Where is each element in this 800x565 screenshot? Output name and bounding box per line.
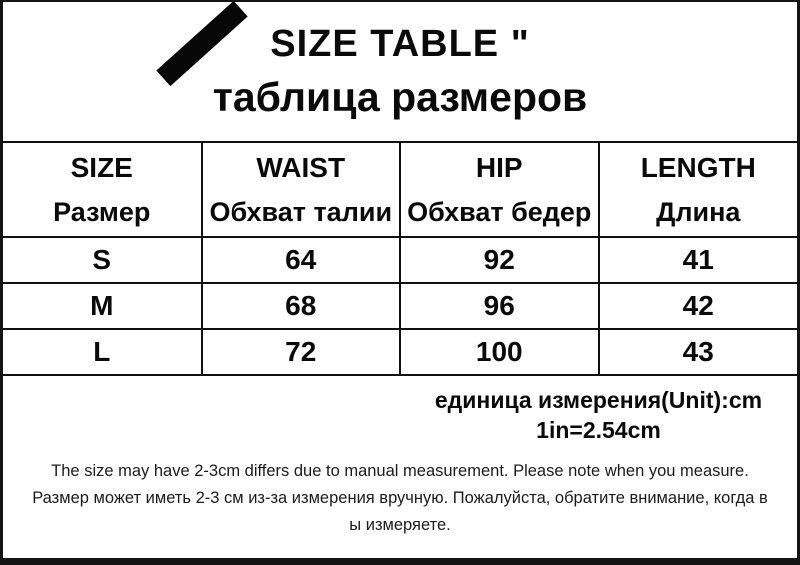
cell-waist-s: 64 bbox=[200, 236, 401, 284]
column-header-length-en: LENGTH bbox=[640, 151, 756, 183]
cell-hip-s: 92 bbox=[399, 236, 600, 284]
column-header-size-en: SIZE bbox=[70, 151, 133, 183]
unit-note: единица измерения(Unit):cm 1in=2.54cm bbox=[400, 376, 797, 445]
header-row: SIZE Размер WAIST Обхват талии HIP Обхва… bbox=[3, 141, 797, 238]
unit-note-line1: единица измерения(Unit):cm bbox=[434, 387, 763, 413]
table-row-m: M 68 96 42 bbox=[3, 282, 797, 330]
column-header-length: LENGTH Длина bbox=[597, 141, 797, 238]
cell-size-l: L bbox=[3, 328, 203, 376]
cell-size-m: M bbox=[3, 282, 203, 330]
page-title: SIZE TABLE " bbox=[270, 23, 530, 65]
disclaimer-line3-ru: ы измеряете. bbox=[349, 516, 451, 534]
size-table-body: S 64 92 41 M 68 96 42 L 72 100 43 bbox=[3, 236, 797, 376]
column-header-hip-ru: Обхват бедер bbox=[407, 196, 592, 227]
cell-waist-m: 68 bbox=[200, 282, 401, 330]
column-header-hip: HIP Обхват бедер bbox=[399, 141, 600, 238]
size-table-header: SIZE Размер WAIST Обхват талии HIP Обхва… bbox=[3, 141, 797, 238]
column-header-size-ru: Размер bbox=[53, 196, 151, 227]
page-subtitle: таблица размеров bbox=[212, 73, 588, 120]
size-table: SIZE Размер WAIST Обхват талии HIP Обхва… bbox=[3, 141, 797, 376]
cell-length-m: 42 bbox=[597, 282, 797, 330]
cell-length-l: 43 bbox=[597, 328, 797, 376]
unit-note-line2: 1in=2.54cm bbox=[536, 417, 661, 443]
disclaimer-line1-en: The size may have 2-3cm differs due to m… bbox=[51, 462, 749, 480]
column-header-waist-en: WAIST bbox=[256, 151, 346, 183]
cell-hip-l: 100 bbox=[399, 328, 600, 376]
column-header-length-ru: Длина bbox=[656, 196, 741, 227]
cell-length-s: 41 bbox=[597, 236, 797, 284]
table-row-s: S 64 92 41 bbox=[3, 236, 797, 284]
measurement-disclaimer: The size may have 2-3cm differs due to m… bbox=[3, 458, 797, 539]
cell-waist-l: 72 bbox=[200, 328, 401, 376]
column-header-waist: WAIST Обхват талии bbox=[200, 141, 401, 238]
cell-hip-m: 96 bbox=[399, 282, 600, 330]
cell-size-s: S bbox=[3, 236, 203, 284]
column-header-size: SIZE Размер bbox=[3, 141, 203, 238]
title-block: SIZE TABLE " таблица размеров bbox=[3, 2, 797, 141]
disclaimer-line2-ru: Размер может иметь 2-3 см из-за измерени… bbox=[32, 489, 768, 507]
table-row-l: L 72 100 43 bbox=[3, 328, 797, 376]
column-header-waist-ru: Обхват талии bbox=[209, 196, 393, 227]
column-header-hip-en: HIP bbox=[475, 151, 523, 183]
